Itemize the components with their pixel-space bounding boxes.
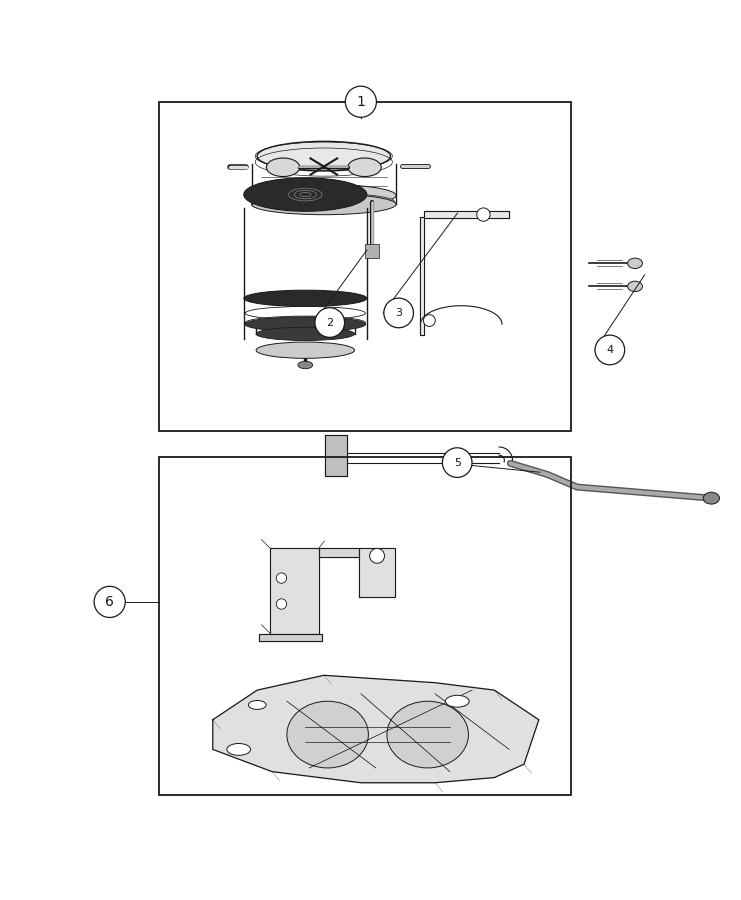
Polygon shape bbox=[420, 211, 509, 336]
Ellipse shape bbox=[298, 361, 313, 369]
Polygon shape bbox=[259, 634, 322, 641]
Ellipse shape bbox=[703, 492, 720, 504]
Circle shape bbox=[315, 308, 345, 338]
Ellipse shape bbox=[227, 743, 250, 755]
Polygon shape bbox=[325, 436, 348, 476]
Text: 2: 2 bbox=[326, 318, 333, 328]
Ellipse shape bbox=[245, 317, 366, 332]
Circle shape bbox=[595, 335, 625, 365]
Ellipse shape bbox=[387, 701, 468, 768]
Text: 3: 3 bbox=[395, 308, 402, 318]
Ellipse shape bbox=[253, 194, 394, 210]
Circle shape bbox=[276, 573, 287, 583]
Circle shape bbox=[476, 208, 490, 221]
Polygon shape bbox=[270, 548, 319, 634]
Text: 4: 4 bbox=[606, 345, 614, 355]
Bar bbox=[159, 102, 571, 431]
Circle shape bbox=[384, 298, 413, 328]
Text: 1: 1 bbox=[356, 94, 365, 109]
Circle shape bbox=[345, 86, 376, 117]
Polygon shape bbox=[359, 548, 395, 597]
Ellipse shape bbox=[244, 290, 367, 307]
Circle shape bbox=[442, 448, 472, 477]
Ellipse shape bbox=[628, 258, 642, 268]
Ellipse shape bbox=[252, 194, 396, 215]
Ellipse shape bbox=[248, 700, 266, 709]
Ellipse shape bbox=[348, 158, 382, 176]
Polygon shape bbox=[213, 675, 539, 783]
Ellipse shape bbox=[257, 141, 391, 171]
Ellipse shape bbox=[445, 696, 469, 707]
Ellipse shape bbox=[267, 158, 300, 176]
Ellipse shape bbox=[256, 342, 354, 358]
Text: 5: 5 bbox=[453, 457, 461, 468]
Ellipse shape bbox=[244, 178, 367, 212]
Ellipse shape bbox=[287, 701, 368, 768]
Ellipse shape bbox=[628, 281, 642, 292]
Text: 6: 6 bbox=[105, 595, 114, 609]
Polygon shape bbox=[319, 548, 359, 557]
Ellipse shape bbox=[256, 328, 354, 340]
Bar bbox=[159, 457, 571, 795]
Circle shape bbox=[276, 598, 287, 609]
Text: ▶ MOPAR ◀: ▶ MOPAR ◀ bbox=[291, 180, 319, 184]
Circle shape bbox=[94, 586, 125, 617]
Circle shape bbox=[423, 315, 435, 327]
Ellipse shape bbox=[252, 184, 396, 206]
Bar bbox=[365, 244, 379, 257]
Circle shape bbox=[370, 548, 385, 563]
